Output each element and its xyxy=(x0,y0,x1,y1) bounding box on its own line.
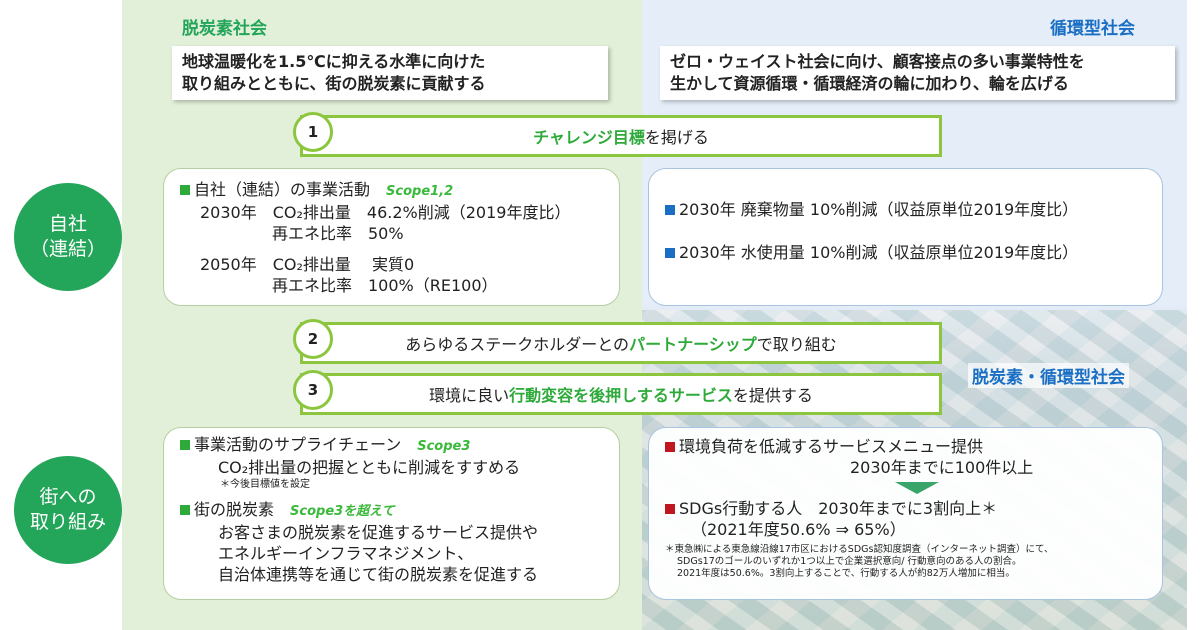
item-line: エネルギーインフラマネジメント、 xyxy=(218,544,474,563)
bullet-square xyxy=(180,185,190,195)
banner-text: で取り組む xyxy=(756,335,837,354)
item-line: （2021年度50.6% ⇒ 65%） xyxy=(691,520,906,539)
intro-right: ゼロ・ウェイスト社会に向け、顧客接点の多い事業特性を 生かして資源循環・循環経済… xyxy=(660,46,1175,100)
header-circular: 循環型社会 xyxy=(1050,19,1135,39)
header-combined: 脱炭素・循環型社会 xyxy=(968,363,1129,388)
item-title: 環境負荷を低減するサービスメニュー提供 xyxy=(679,437,984,456)
intro-line: 生かして資源循環・循環経済の輪に加わり、輪を広げる xyxy=(670,74,1069,93)
bullet-square xyxy=(180,440,190,450)
banner-text: あらゆるステークホルダーとの xyxy=(405,335,630,354)
banner-emphasis: パートナーシップ xyxy=(629,335,757,354)
intro-line: 地球温暖化を1.5℃に抑える水準に向けた xyxy=(182,52,486,71)
card-town-decarbonization: 事業活動のサプライチェーン Scope3 CO₂排出量の把握とともに削減をすすめる… xyxy=(163,427,620,600)
scope-label: Scope3を超えて xyxy=(290,504,395,519)
card-own-decarbonization: 自社（連結）の事業活動 Scope1,2 2030年 CO₂排出量 46.2%削減… xyxy=(163,168,620,306)
step-number: 2 xyxy=(293,319,333,359)
card-town-circular: 環境負荷を低減するサービスメニュー提供 2030年までに100件以上 SDGs行… xyxy=(648,427,1163,600)
target-line: 2030年 CO₂排出量 46.2%削減（2019年度比） xyxy=(200,203,571,222)
target-line: 再エネ比率 100%（RE100） xyxy=(272,276,498,295)
circle-town: 街への 取り組み xyxy=(14,456,122,564)
banner-emphasis: チャレンジ目標 xyxy=(533,128,645,147)
down-arrow-icon xyxy=(895,482,939,494)
bullet-square xyxy=(665,504,675,514)
scope-label: Scope1,2 xyxy=(386,184,454,199)
bullet-square xyxy=(665,205,675,215)
target-line: 再エネ比率 50% xyxy=(272,224,404,243)
header-decarbonization: 脱炭素社会 xyxy=(182,19,267,39)
intro-left: 地球温暖化を1.5℃に抑える水準に向けた 取り組みとともに、街の脱炭素に貢献する xyxy=(172,46,608,100)
bullet-square xyxy=(665,442,675,452)
item-line: 2030年までに100件以上 xyxy=(850,458,1034,477)
target-line: 2030年 水使用量 10%削減（収益原単位2019年度比） xyxy=(679,243,1079,262)
intro-line: 取り組みとともに、街の脱炭素に貢献する xyxy=(182,74,486,93)
footnote: 2021年度は50.6%。3割向上することで、行動する人が約82万人増加に相当。 xyxy=(677,568,1015,579)
step-number: 3 xyxy=(293,370,333,410)
circle-label: 街への xyxy=(39,486,97,508)
item-line: 自治体連携等を通じて街の脱炭素を促進する xyxy=(218,565,539,584)
card-own-circular: 2030年 廃棄物量 10%削減（収益原単位2019年度比） 2030年 水使用… xyxy=(648,168,1163,306)
circle-own-company: 自社 （連結） xyxy=(14,183,122,291)
circle-label: 取り組み xyxy=(29,511,106,533)
banner-emphasis: 行動変容を後押しするサービス xyxy=(509,386,733,405)
item-line: CO₂排出量の把握とともに削減をすすめる xyxy=(218,458,521,477)
target-line: 2030年 廃棄物量 10%削減（収益原単位2019年度比） xyxy=(679,200,1079,219)
target-line: 2050年 CO₂排出量 実質0 xyxy=(200,255,415,274)
banner-text: を掲げる xyxy=(644,128,709,147)
step-number: 1 xyxy=(293,112,333,152)
item-title: 自社（連結）の事業活動 xyxy=(194,180,371,199)
footnote: ＊東急㈱による東急線沿線17市区におけるSDGs認知度調査（インターネット調査）… xyxy=(665,544,1054,555)
bullet-square xyxy=(180,505,190,515)
banner-text: を提供する xyxy=(732,386,813,405)
bullet-square xyxy=(665,248,675,258)
item-line: お客さまの脱炭素を促進するサービス提供や xyxy=(218,523,539,542)
item-title: 街の脱炭素 xyxy=(194,500,275,519)
scope-label: Scope3 xyxy=(417,439,471,454)
footnote: SDGs17のゴールのいずれか1つ以上で企業選択意向/ 行動意向のある人の割合。 xyxy=(677,556,1022,567)
item-title: SDGs行動する人 2030年までに3割向上＊ xyxy=(679,499,998,518)
banner-partnership: あらゆるステークホルダーとの パートナーシップ で取り組む xyxy=(300,322,942,364)
intro-line: ゼロ・ウェイスト社会に向け、顧客接点の多い事業特性を xyxy=(670,52,1085,71)
banner-behavior-change: 環境に良い 行動変容を後押しするサービス を提供する xyxy=(300,373,942,415)
banner-challenge-goal: チャレンジ目標 を掲げる xyxy=(300,115,942,157)
circle-label: 自社 xyxy=(48,213,87,235)
item-title: 事業活動のサプライチェーン xyxy=(194,435,402,454)
banner-text: 環境に良い xyxy=(429,386,510,405)
note: ＊今後目標値を設定 xyxy=(220,479,310,490)
circle-label: （連結） xyxy=(29,238,106,260)
